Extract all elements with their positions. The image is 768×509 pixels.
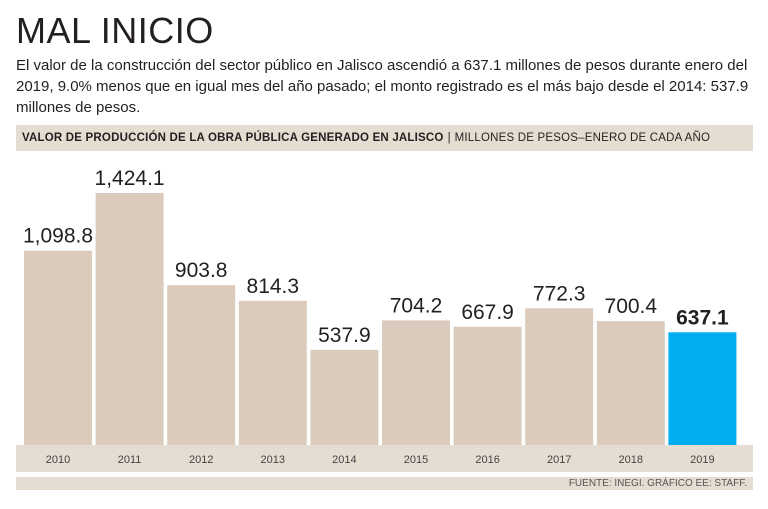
chart-header-band: VALOR DE PRODUCCIÓN DE LA OBRA PÚBLICA G…: [16, 125, 753, 151]
chart-header-title: VALOR DE PRODUCCIÓN DE LA OBRA PÚBLICA G…: [22, 132, 444, 144]
data-label-2011: 1,424.1: [95, 167, 165, 190]
chart-header-separator: |: [447, 132, 451, 144]
data-label-2016: 667.9: [461, 301, 514, 324]
bar-2014: [310, 349, 379, 445]
x-tick-2012: 2012: [189, 454, 213, 466]
x-axis-band: [16, 445, 753, 472]
x-tick-2018: 2018: [619, 454, 643, 466]
x-tick-2017: 2017: [547, 454, 571, 466]
x-tick-2016: 2016: [475, 454, 499, 466]
bar-2012: [167, 285, 236, 445]
bar-2019: [668, 332, 737, 445]
source-band: FUENTE: INEGI. GRÁFICO EE: STAFF.: [16, 477, 753, 490]
data-label-2019: 637.1: [676, 306, 729, 329]
bar-2015: [382, 320, 450, 445]
data-label-2017: 772.3: [533, 282, 586, 305]
x-tick-2015: 2015: [404, 454, 428, 466]
bar-2013: [238, 300, 307, 445]
bar-2017: [525, 308, 594, 445]
x-tick-2010: 2010: [46, 454, 70, 466]
x-tick-2013: 2013: [261, 454, 285, 466]
data-label-2013: 814.3: [247, 275, 300, 298]
chart-description: El valor de la construcción del sector p…: [16, 57, 749, 116]
data-label-2014: 537.9: [318, 324, 371, 347]
chart-title: MAL INICIO: [16, 10, 214, 51]
bar-2016: [453, 326, 522, 445]
source-text: FUENTE: INEGI. GRÁFICO EE: STAFF.: [568, 478, 747, 489]
bar-chart: 1,098.8 2010 1,424.1 2011 903.8 2012 814.3 2013…: [16, 167, 753, 472]
data-label-2010: 1,098.8: [23, 225, 93, 248]
chart-header-units: MILLONES DE PESOS–ENERO DE CADA AÑO: [454, 132, 711, 144]
data-label-2015: 704.2: [390, 294, 443, 317]
bar-2011: [95, 193, 164, 445]
bar-2018: [596, 321, 665, 445]
data-label-2018: 700.4: [605, 295, 658, 318]
x-tick-2019: 2019: [690, 454, 714, 466]
bar-2010: [24, 250, 92, 445]
x-tick-2011: 2011: [118, 454, 142, 466]
x-tick-2014: 2014: [332, 454, 356, 466]
data-label-2012: 903.8: [175, 259, 228, 282]
